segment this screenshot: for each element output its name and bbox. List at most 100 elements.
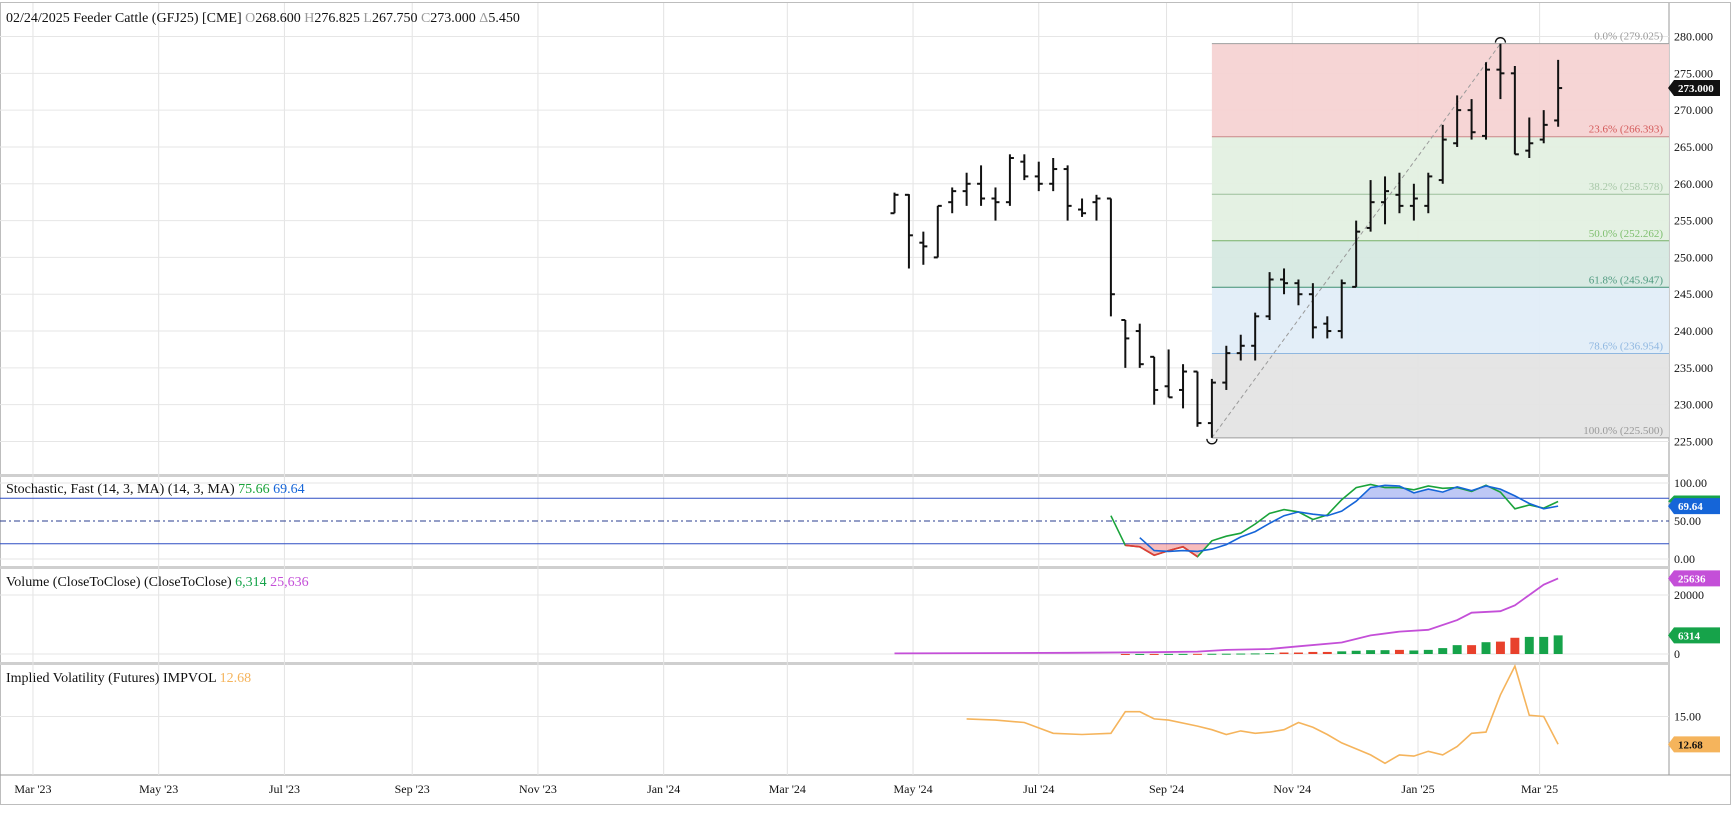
ohlc-bar	[1222, 345, 1231, 390]
ohlc-bar	[1034, 161, 1043, 192]
ohlc-bar	[1467, 99, 1476, 140]
stochastic-tick-label: 100.00	[1674, 476, 1707, 490]
fib-level-label: 50.0% (252.262)	[1589, 228, 1664, 240]
volume-bar	[1308, 651, 1318, 654]
panel-separator[interactable]	[0, 566, 1669, 569]
ohlc-bar	[1323, 316, 1332, 339]
ohlc-bar	[1424, 172, 1433, 214]
open-interest-value: 25,636	[270, 575, 309, 590]
ohlc-bar	[890, 192, 899, 215]
ohlc-bar	[1150, 355, 1159, 405]
fib-zone	[1211, 136, 1669, 195]
price-bars	[890, 43, 1563, 438]
impvol-title: Implied Volatility (Futures) IMPVOL	[6, 671, 216, 686]
ohlc-bar	[1409, 183, 1418, 221]
x-axis-label: Sep '24	[1149, 782, 1184, 796]
volume-bar	[1351, 650, 1361, 654]
volume-bar	[1337, 651, 1347, 654]
price-tick-label: 230.000	[1674, 398, 1713, 412]
last-price-badge-text: 273.000	[1678, 83, 1714, 95]
volume-tick-label: 20000	[1674, 588, 1704, 602]
volume-bar	[1164, 653, 1174, 655]
impvol-value: 12.68	[220, 671, 252, 686]
axes: 280.000 275.000 270.000 265.000 260.000 255.0…	[14, 30, 1720, 796]
header-high: 276.825	[314, 11, 360, 26]
volume-bar	[1452, 645, 1462, 654]
fib-anchor-low[interactable]	[1206, 438, 1218, 445]
panel-separator[interactable]	[0, 474, 1669, 477]
volume-tick-label: 0	[1674, 647, 1680, 661]
x-axis-label: Sep '23	[395, 782, 430, 796]
impvol-badge: 12.68	[1668, 736, 1720, 753]
fib-level-label: 78.6% (236.954)	[1589, 340, 1664, 352]
ohlc-bar	[1121, 319, 1130, 368]
volume-badge: 6314	[1668, 627, 1720, 644]
ohlc-bar	[962, 172, 971, 206]
fib-zone	[1211, 287, 1669, 354]
volume-bar	[1495, 641, 1505, 654]
impvol-line	[966, 663, 1559, 765]
stochastic-tick-label: 50.00	[1674, 514, 1701, 528]
volume-title: Volume (CloseToClose) (CloseToClose)	[6, 575, 232, 590]
volume-bar	[1467, 645, 1477, 654]
volume-badge-shape	[1668, 627, 1720, 644]
ohlc-bar	[1265, 272, 1274, 320]
price-tick-label: 250.000	[1674, 250, 1713, 264]
last-price-badge-shape	[1668, 80, 1720, 97]
volume-bar	[1207, 653, 1217, 655]
ohlc-bar	[1251, 312, 1260, 361]
stochastic-k-oversold-segment	[1125, 544, 1198, 558]
price-tick-label: 260.000	[1674, 177, 1713, 191]
ohlc-bar	[1525, 117, 1534, 158]
ohlc-bar	[1236, 334, 1245, 361]
volume-value: 6,314	[235, 575, 267, 590]
volume-bar	[1178, 653, 1188, 655]
panel-separator[interactable]	[0, 662, 1669, 665]
impvol-tick-label: 15.00	[1674, 710, 1701, 724]
header-instrument: Feeder Cattle (GFJ25) [CME]	[73, 11, 241, 26]
volume-bar	[1236, 653, 1246, 655]
volume-bar	[1423, 649, 1433, 654]
impvol-badge-shape	[1668, 736, 1720, 753]
volume-bar	[1481, 642, 1491, 654]
price-tick-label: 225.000	[1674, 435, 1713, 449]
stochastic-badge: 69.64	[1668, 498, 1720, 515]
stochastic-badge-shape	[1668, 498, 1720, 515]
ohlc-bar	[1294, 279, 1303, 306]
last-price-badge: 273.000	[1668, 80, 1720, 97]
volume-bar	[1120, 653, 1130, 655]
price-tick-label: 245.000	[1674, 287, 1713, 301]
fib-zone	[1211, 240, 1669, 288]
fibonacci-retracement[interactable]: 0.0% (279.025) 23.6% (266.393) 38.2% (258.…	[1206, 31, 1669, 445]
header-date: 02/24/2025	[6, 11, 70, 26]
ohlc-bar	[1337, 279, 1346, 339]
ohlc-bar	[1453, 95, 1462, 147]
fib-anchor-high[interactable]	[1494, 37, 1507, 43]
open-interest-badge-shape	[1668, 570, 1720, 587]
ohlc-bar	[1366, 180, 1375, 232]
volume-bar	[1250, 653, 1260, 655]
header-change: 5.450	[488, 11, 520, 26]
x-axis-label: Jan '25	[1401, 782, 1434, 796]
ohlc-bar	[1381, 176, 1390, 225]
ohlc-bar	[1106, 197, 1115, 317]
price-tick-label: 270.000	[1674, 103, 1713, 117]
volume-bar	[1539, 636, 1549, 654]
ohlc-bar	[1179, 364, 1188, 409]
volume-bar	[1524, 636, 1534, 654]
ohlc-bar	[1207, 378, 1216, 438]
volume-bar	[1380, 650, 1390, 654]
ohlc-bar	[1510, 65, 1519, 156]
x-axis-label: May '23	[139, 782, 178, 796]
x-axis-label: Jul '23	[269, 782, 300, 796]
open-interest-line	[894, 577, 1559, 655]
stochastic-panel	[0, 483, 1669, 558]
volume-bar	[1553, 635, 1563, 654]
volume-bar	[1322, 651, 1332, 654]
price-tick-label: 235.000	[1674, 361, 1713, 375]
ohlc-bar	[919, 231, 928, 265]
x-axis-label: Mar '23	[14, 782, 51, 796]
header-low: 267.750	[372, 11, 418, 26]
fib-level-label: 100.0% (225.500)	[1583, 425, 1663, 437]
